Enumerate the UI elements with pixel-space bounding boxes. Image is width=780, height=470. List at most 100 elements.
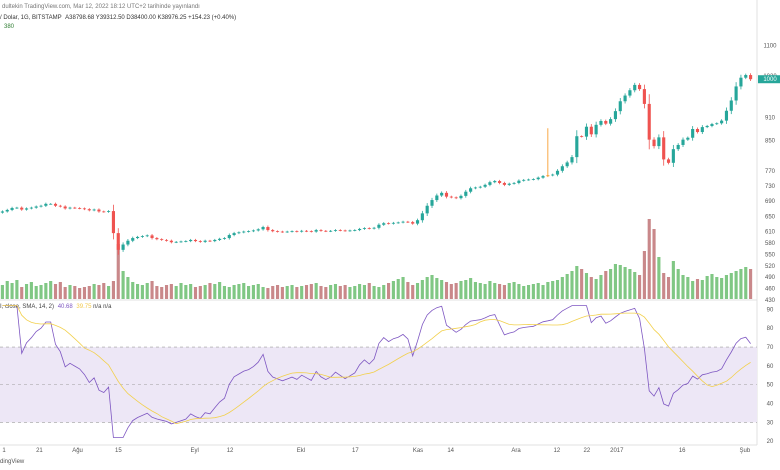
candle-body [73, 207, 77, 209]
candle-body [720, 120, 724, 124]
candle-body [444, 192, 449, 197]
candle-body [116, 233, 120, 250]
rsi-axis-label: 20 [767, 439, 774, 445]
volume-bar [401, 277, 405, 299]
volume-bar [517, 284, 521, 299]
candle-body [454, 197, 458, 199]
candle-body [111, 211, 116, 234]
ohlc-values: A38798.68 Y39312.50 D38400.00 K38976.25 … [65, 15, 237, 21]
price-axis-label: 520 [765, 264, 776, 270]
candle-body [695, 129, 700, 133]
candle-body [5, 209, 9, 212]
candle-body [483, 184, 487, 187]
time-axis-label: 1 [2, 448, 6, 454]
candle-body [329, 230, 333, 232]
candle-body [174, 241, 178, 243]
volume-bar [222, 286, 227, 299]
candle-body [541, 176, 545, 178]
time-axis-label: Kas [413, 448, 423, 454]
volume-bar [126, 277, 130, 299]
price-axis-label: 910 [765, 116, 776, 122]
candle-body [555, 170, 560, 175]
candle-body [575, 136, 579, 158]
volume-bar [135, 284, 140, 299]
volume-bar [309, 284, 313, 299]
volume-bar [295, 287, 299, 299]
candle-body [382, 223, 386, 225]
candle-body [700, 127, 704, 133]
candle-body [24, 208, 29, 210]
time-axis-label: 22 [584, 448, 591, 454]
volume-bar [469, 278, 473, 299]
volume-bar [237, 284, 241, 299]
volume-bar [536, 283, 540, 299]
price-axis-label: 650 [765, 214, 776, 220]
volume-bar [584, 273, 589, 299]
volume-bar [502, 285, 506, 299]
candle-body [440, 192, 444, 196]
volume-bar [440, 280, 444, 299]
volume-bar [507, 283, 511, 299]
candle-body [618, 101, 622, 112]
publish-info: dultekin TradingView.com, Mar 12, 2022 1… [2, 4, 200, 10]
volume-bar [662, 273, 666, 299]
volume-bar [377, 287, 381, 299]
candle-body [314, 230, 318, 232]
time-axis-label: Ağu [72, 448, 83, 454]
candle-body [502, 182, 506, 185]
volume-bar [251, 285, 255, 299]
volume-bar [589, 277, 593, 299]
volume-bar [353, 286, 357, 299]
volume-bar [78, 288, 82, 299]
rsi-na: n/a n/a [93, 304, 112, 310]
volume-bar [362, 285, 367, 299]
candle-body [362, 228, 367, 229]
volume-bar [415, 283, 420, 299]
candle-body [34, 206, 38, 208]
rsi-legend: I, close, SMA, 14, 2) 40.68 39.75 n/a n/… [0, 304, 111, 310]
rsi-axis-label: 40 [767, 402, 774, 408]
volume-bar [541, 285, 545, 299]
candle-body [10, 208, 14, 210]
candle-body [633, 84, 637, 91]
volume-bar [637, 275, 642, 299]
candle-body [261, 227, 265, 230]
volume-bar [358, 284, 362, 299]
volume-bar [430, 275, 434, 299]
volume-bar [411, 285, 415, 299]
volume-bar [720, 278, 724, 299]
candle-body [15, 207, 19, 209]
candle-body [150, 235, 154, 239]
volume-bar [652, 229, 656, 299]
volume-bar [232, 285, 236, 299]
volume-bar [449, 284, 453, 299]
volume-bar [671, 261, 675, 299]
volume-bar [512, 282, 516, 299]
volume-bar [285, 286, 289, 299]
candle-body [208, 240, 212, 242]
candle-body [63, 206, 67, 209]
volume-bar [329, 285, 333, 299]
candle-body [179, 241, 183, 243]
time-axis-label: 15 [115, 448, 122, 454]
rsi-ma-value: 39.75 [76, 304, 92, 310]
candle-body [604, 121, 608, 124]
candle-body [647, 103, 651, 140]
candle-body [348, 230, 352, 232]
volume-bar [10, 283, 14, 299]
rsi-axis-label: 80 [767, 326, 774, 332]
volume-bar [425, 277, 429, 299]
candle-body [160, 239, 164, 240]
volume-bar [160, 287, 164, 299]
candle-body [358, 228, 362, 231]
candle-body [78, 208, 82, 209]
candle-body [406, 221, 410, 223]
volume-bar [92, 284, 96, 299]
rsi-axis-label: 90 [767, 307, 774, 313]
candle-body [522, 179, 526, 181]
candle-body [724, 110, 729, 121]
candle-body [193, 239, 198, 242]
candle-body [135, 236, 140, 239]
volume-bar [97, 285, 101, 299]
